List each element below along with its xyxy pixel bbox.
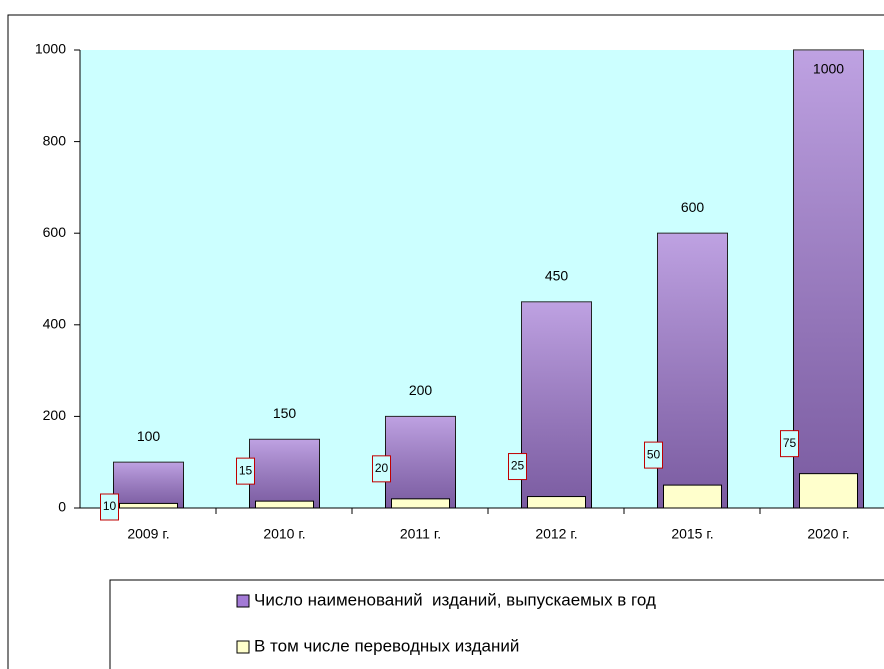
bar-shade xyxy=(793,50,864,508)
bar-shade xyxy=(113,462,184,508)
data-label: 20 xyxy=(375,461,389,475)
bar-shade xyxy=(657,233,728,508)
data-label: 150 xyxy=(273,405,297,421)
y-tick-label: 0 xyxy=(58,499,66,515)
bar xyxy=(663,484,722,509)
legend-label: В том числе переводных изданий xyxy=(254,636,519,655)
bar-shade xyxy=(385,416,456,508)
data-label: 25 xyxy=(511,459,525,473)
data-label: 10 xyxy=(103,499,117,513)
data-label: 100 xyxy=(137,428,161,444)
y-tick-label: 1000 xyxy=(35,41,66,57)
x-tick-label: 2009 г. xyxy=(127,526,169,542)
bar xyxy=(527,496,586,509)
bar-shade xyxy=(249,439,320,508)
y-tick-label: 800 xyxy=(43,132,67,148)
data-label: 200 xyxy=(409,382,433,398)
data-label: 1000 xyxy=(813,61,844,77)
x-tick-label: 2015 г. xyxy=(671,526,713,542)
bar xyxy=(255,500,314,509)
bar xyxy=(799,473,858,509)
legend-swatch xyxy=(236,640,250,654)
data-label-box xyxy=(236,457,255,485)
bar-shade xyxy=(521,301,592,508)
data-label: 15 xyxy=(239,463,253,477)
legend-label: Число наименований изданий, выпускаемых … xyxy=(254,590,656,609)
x-tick-label: 2010 г. xyxy=(263,526,305,542)
legend-swatch xyxy=(236,594,250,608)
y-tick-label: 600 xyxy=(43,224,67,240)
bar xyxy=(119,502,178,509)
data-label: 75 xyxy=(783,436,797,450)
data-label-box xyxy=(100,493,119,521)
data-label: 50 xyxy=(647,447,661,461)
y-tick-label: 400 xyxy=(43,316,67,332)
data-label-box xyxy=(780,430,799,458)
bar xyxy=(391,498,450,509)
data-label: 450 xyxy=(545,268,569,284)
x-tick-label: 2012 г. xyxy=(535,526,577,542)
x-tick-label: 2011 г. xyxy=(400,526,441,542)
x-tick-label: 2020 г. xyxy=(807,526,849,542)
plot-area xyxy=(80,50,884,508)
data-label-box xyxy=(644,441,663,469)
data-label-box xyxy=(508,453,527,481)
y-tick-label: 200 xyxy=(43,407,67,423)
data-label-box xyxy=(372,455,391,483)
data-label: 600 xyxy=(681,199,705,215)
